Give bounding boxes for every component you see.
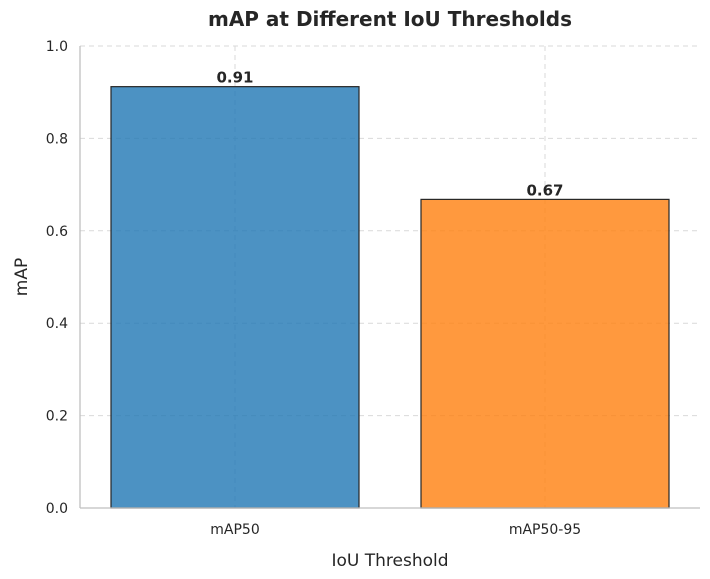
data-label: 0.91 — [216, 69, 253, 87]
y-tick-label: 0.0 — [46, 501, 68, 517]
data-label: 0.67 — [526, 181, 563, 199]
y-tick-label: 0.8 — [46, 131, 68, 147]
y-tick-label: 0.2 — [46, 409, 68, 425]
x-axis-label: IoU Threshold — [331, 551, 448, 571]
x-ticks: mAP50 mAP50-95 — [210, 522, 581, 538]
y-tick-label: 0.6 — [46, 224, 68, 240]
x-tick-label: mAP50 — [210, 522, 259, 538]
chart-title: mAP at Different IoU Thresholds — [208, 7, 572, 31]
bar-map50-95 — [420, 198, 670, 509]
y-ticks: 0.0 0.2 0.4 0.6 0.8 1.0 — [46, 39, 68, 517]
y-tick-label: 0.4 — [46, 316, 68, 332]
bar-map50 — [110, 86, 360, 509]
x-tick-label: mAP50-95 — [509, 522, 581, 538]
y-tick-label: 1.0 — [46, 39, 68, 55]
data-labels: 0.91 0.67 — [216, 69, 563, 200]
y-axis-label: mAP — [12, 258, 32, 296]
bars — [110, 86, 670, 509]
